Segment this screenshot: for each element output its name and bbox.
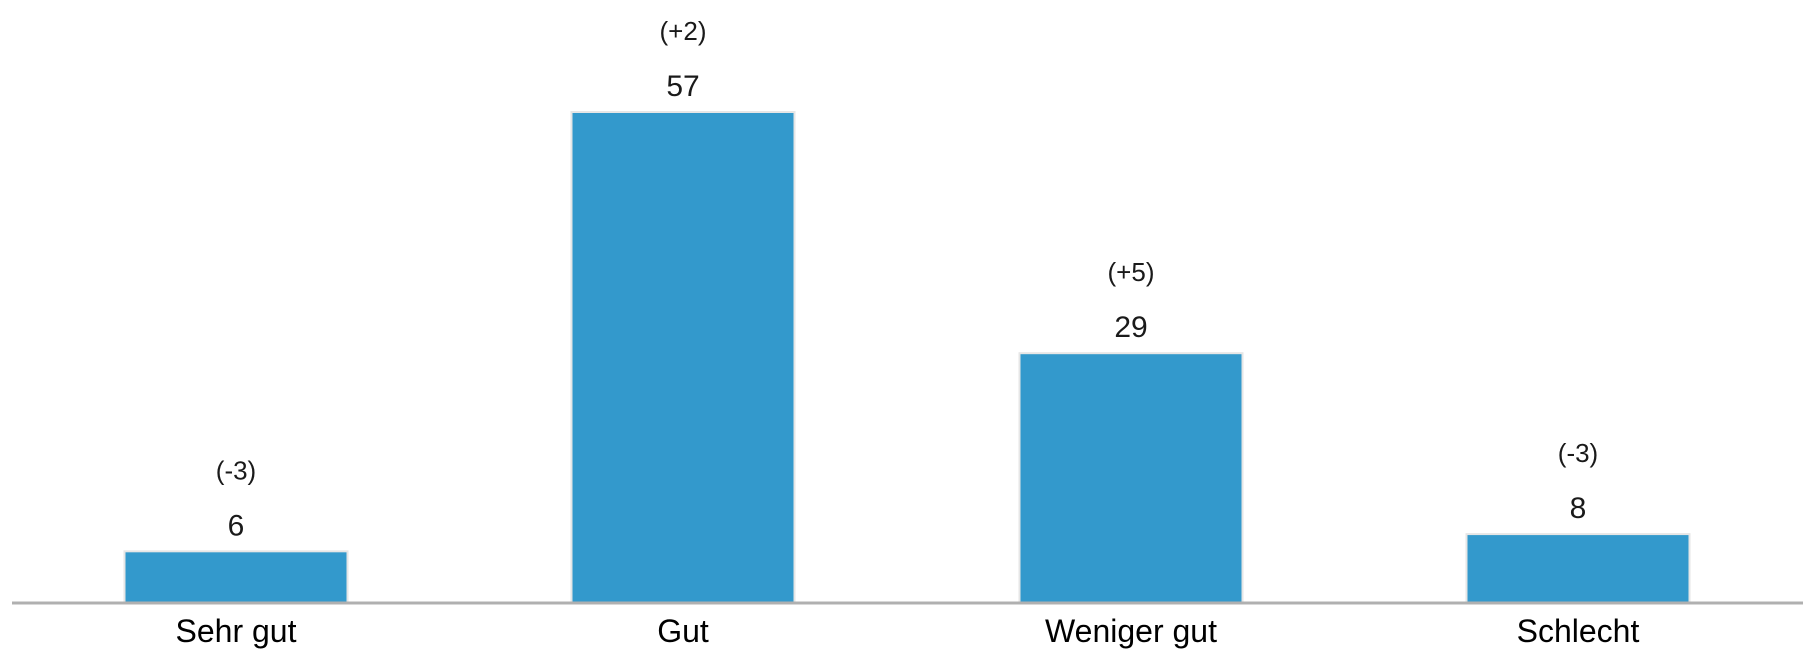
bar-weniger-gut [1018,352,1244,605]
labels-layer: 6 (-3) 57 (+2) 29 (+5) 8 (-3) [216,16,1598,542]
x-axis-categories: Sehr gut Gut Weniger gut Schlecht [176,613,1640,649]
x-tick-label: Schlecht [1517,613,1640,649]
bar-gut [570,111,796,604]
change-label: (+2) [660,16,707,46]
bar-schlecht [1465,533,1691,604]
value-label: 57 [666,70,699,103]
x-tick-label: Weniger gut [1045,613,1217,649]
change-label: (+5) [1108,257,1155,287]
x-tick-label: Gut [657,613,709,649]
value-label: 6 [228,509,245,542]
value-label: 29 [1114,311,1147,344]
bar-sehr-gut [123,550,349,605]
change-label: (-3) [1558,438,1598,468]
change-label: (-3) [216,455,256,485]
value-label: 8 [1570,492,1587,525]
bars-layer [123,111,1691,605]
x-tick-label: Sehr gut [176,613,297,649]
